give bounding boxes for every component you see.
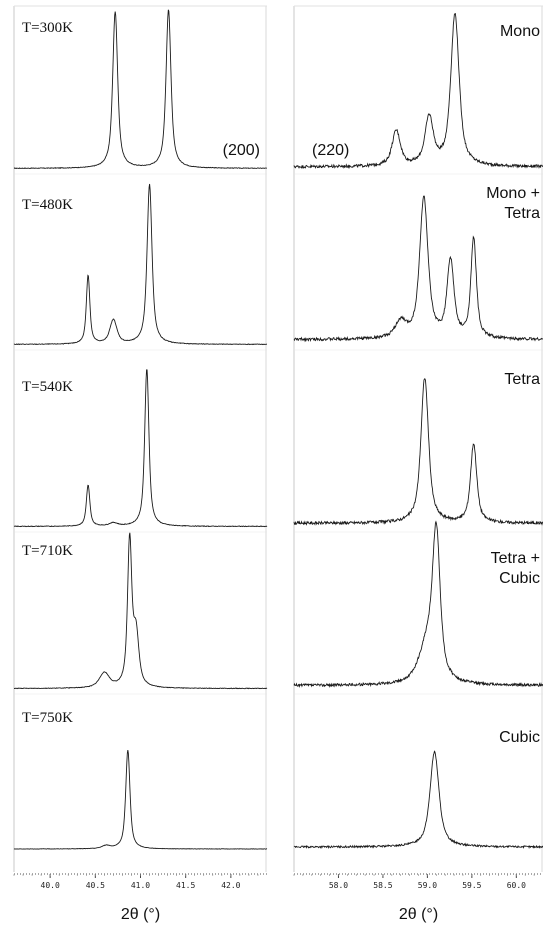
x-tick-label: 60.0 (507, 881, 526, 890)
phase-label: Mono (500, 23, 540, 40)
diffraction-trace (293, 750, 543, 849)
diffraction-trace (13, 183, 268, 346)
temperature-label: T=480K (22, 197, 73, 213)
x-tick-label: 40.5 (86, 881, 105, 890)
phase-label: Tetra (504, 371, 540, 388)
diffraction-trace (293, 195, 543, 343)
temperature-label: T=300K (22, 20, 73, 36)
x-tick-label: 42.0 (221, 881, 240, 890)
x-tick-label: 59.0 (418, 881, 437, 890)
x-tick-label: 58.5 (373, 881, 392, 890)
x-axis-title: 2θ (°) (399, 906, 438, 923)
diffraction-trace (13, 749, 268, 850)
temperature-label: T=710K (22, 543, 73, 559)
diffraction-trace (13, 369, 268, 528)
x-tick-label: 41.5 (176, 881, 195, 890)
x-tick-label: 58.0 (329, 881, 348, 890)
phase-label: Tetra + (491, 550, 540, 567)
diffraction-trace (13, 532, 268, 690)
x-tick-label: 40.0 (41, 881, 60, 890)
diffraction-trace (293, 12, 543, 170)
right-column-220: 58.0 58.5 59.0 59.5 60.0 2θ (°) Mono Mono + Tetr… (293, 5, 543, 923)
x-tick-label: 41.0 (131, 881, 150, 890)
diffraction-trace (13, 9, 268, 170)
phase-label: Cubic (499, 570, 540, 587)
x-tick-label: 59.5 (462, 881, 481, 890)
temperature-label: T=750K (22, 710, 73, 726)
phase-label: Tetra (504, 205, 540, 222)
phase-label: Mono + (486, 185, 540, 202)
reflection-label-220: (220) (312, 142, 349, 159)
reflection-label-200: (200) (223, 142, 260, 159)
left-column-200: 40.0 40.5 41.0 41.5 42.0 2θ (°) T=300K T=480K T=… (13, 5, 268, 923)
phase-label: Cubic (499, 729, 540, 746)
x-axis-title: 2θ (°) (121, 906, 160, 923)
diffraction-trace (293, 520, 543, 689)
diffraction-trace (293, 378, 543, 526)
temperature-label: T=540K (22, 379, 73, 395)
